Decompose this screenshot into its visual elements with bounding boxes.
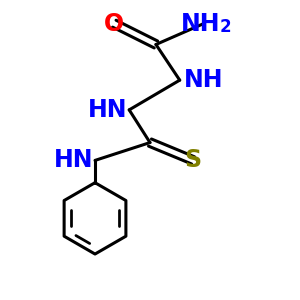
Text: HN: HN <box>54 148 94 172</box>
Text: O: O <box>104 12 124 36</box>
Text: NH: NH <box>184 68 224 92</box>
Text: NH: NH <box>181 12 220 36</box>
Text: HN: HN <box>88 98 128 122</box>
Text: S: S <box>184 148 202 172</box>
Text: 2: 2 <box>220 18 232 36</box>
